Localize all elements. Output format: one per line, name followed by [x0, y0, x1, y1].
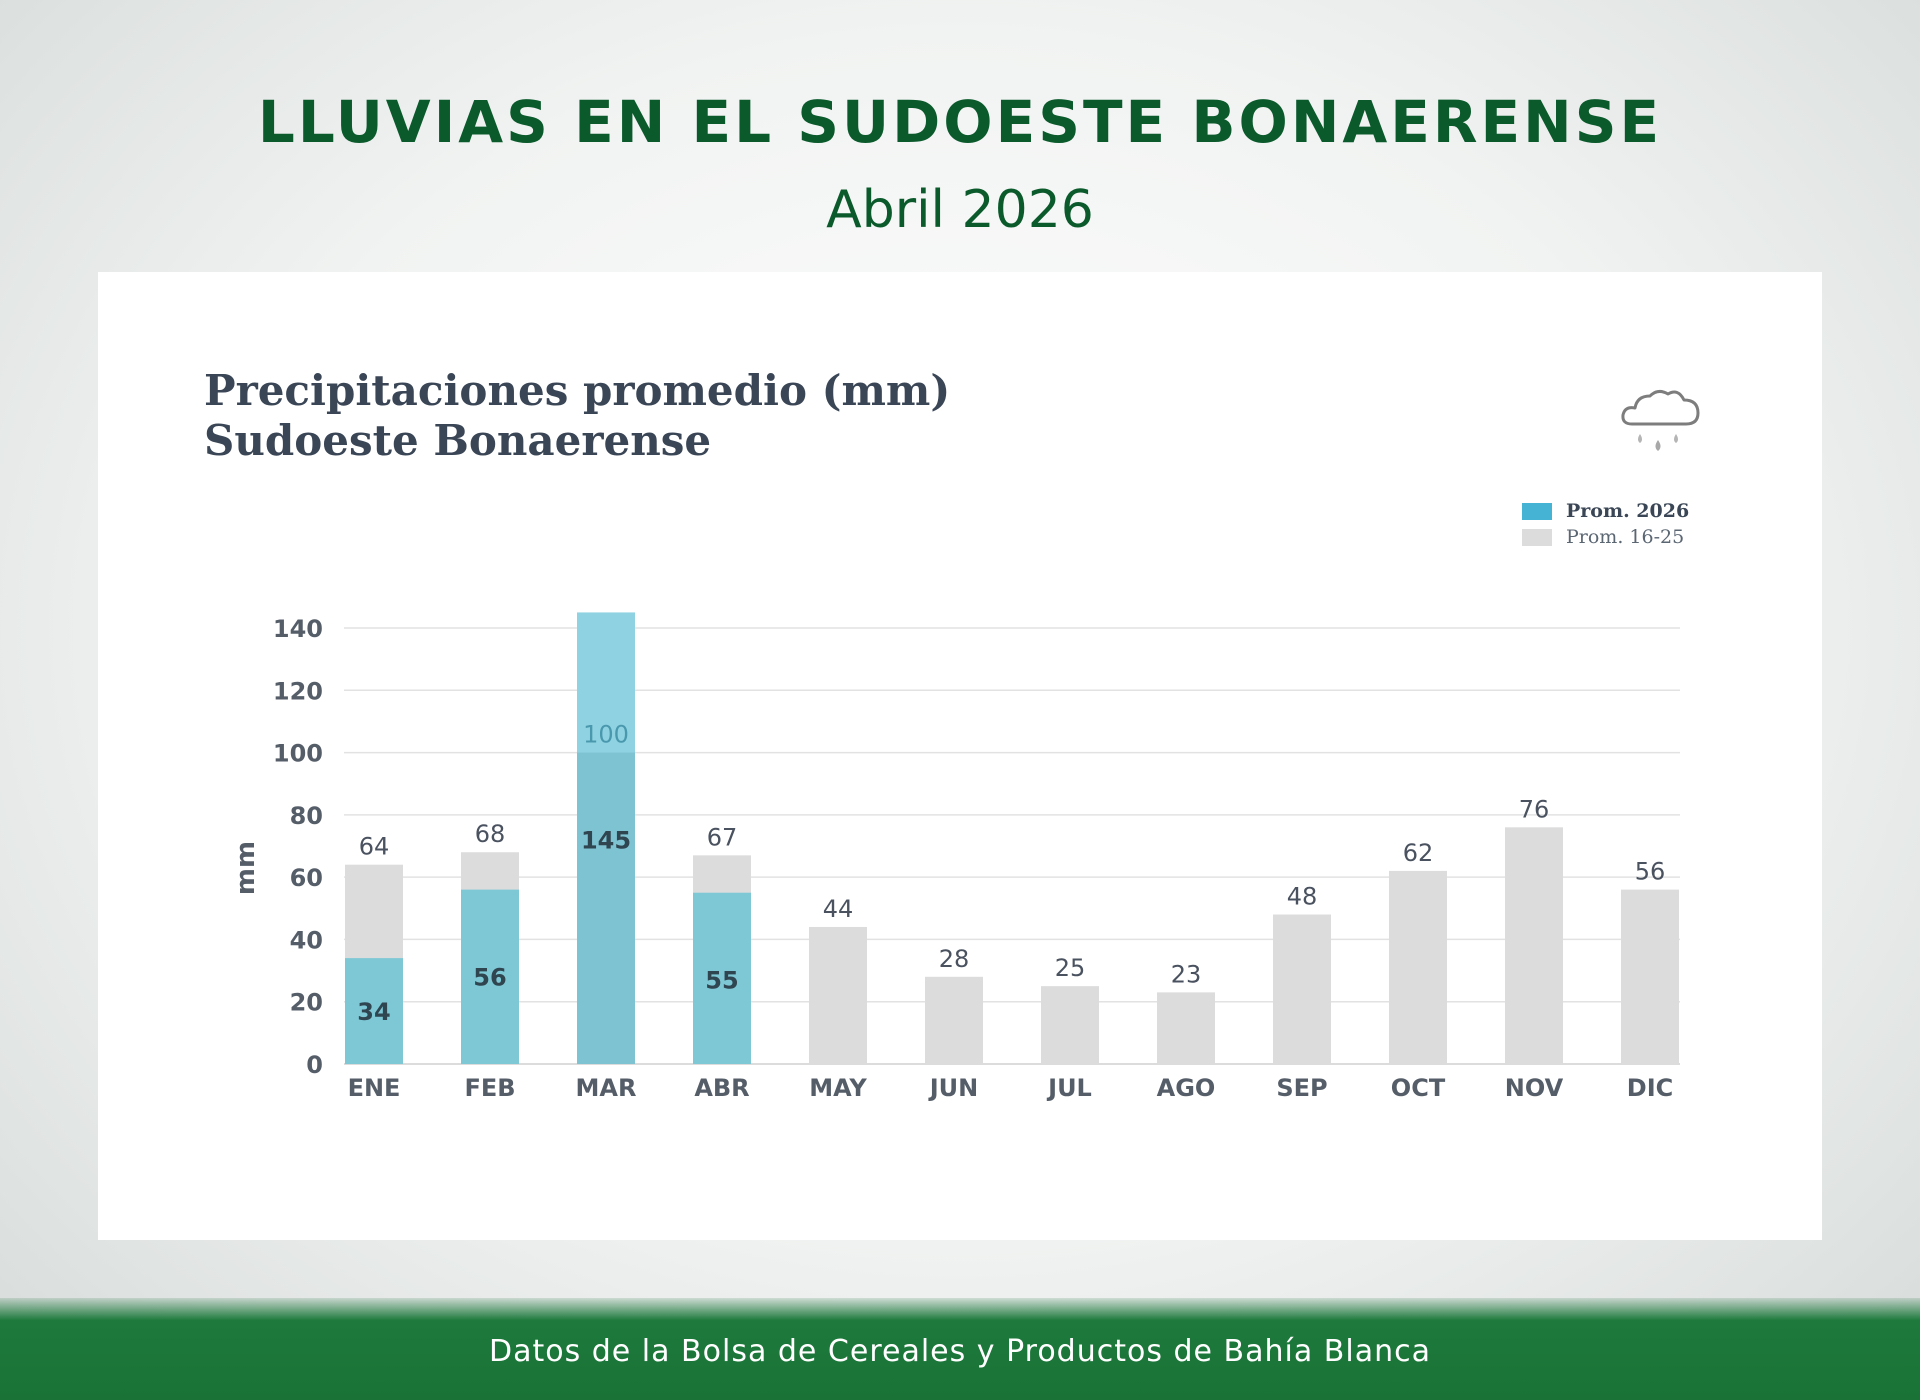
y-axis-label: mm	[231, 841, 261, 895]
x-tick-label: JUN	[928, 1074, 979, 1102]
value-label-prom-16-25: 76	[1519, 795, 1550, 823]
legend-item-2026: Prom. 2026	[1522, 498, 1689, 524]
rain-cloud-icon	[1621, 389, 1700, 451]
bar-prom-16-25	[1389, 870, 1447, 1064]
chart-subtitle: Sudoeste Bonaerense	[204, 416, 712, 465]
value-label-prom-16-25: 56	[1635, 858, 1666, 886]
x-tick-label: OCT	[1391, 1074, 1446, 1102]
value-label-prom-16-25: 100	[583, 721, 629, 749]
x-tick-label: FEB	[464, 1074, 515, 1102]
x-tick-label: ENE	[348, 1074, 401, 1102]
bar-prom-2026	[461, 889, 519, 1064]
y-tick-label: 100	[273, 740, 323, 768]
value-label-prom-2026: 55	[705, 967, 738, 995]
page-subtitle: Abril 2026	[826, 180, 1094, 240]
legend-swatch-avg	[1522, 528, 1552, 546]
bar-prom-16-25	[925, 976, 983, 1064]
y-tick-label: 60	[290, 864, 323, 892]
value-label-prom-2026: 56	[473, 964, 506, 992]
bar-prom-16-25	[1505, 827, 1563, 1064]
bar-prom-2026-overlap	[577, 752, 635, 1064]
legend-label-2026: Prom. 2026	[1566, 500, 1690, 522]
bar-prom-16-25	[1041, 986, 1099, 1064]
bar-prom-2026	[693, 892, 751, 1064]
value-label-prom-16-25: 23	[1171, 960, 1202, 988]
bar-prom-16-25	[1157, 992, 1215, 1064]
footer-bar: Datos de la Bolsa de Cereales y Producto…	[0, 1298, 1920, 1400]
bar-prom-16-25	[1273, 914, 1331, 1064]
value-label-prom-16-25: 67	[707, 823, 738, 851]
value-label-prom-16-25: 25	[1055, 954, 1086, 982]
bar-prom-16-25	[809, 926, 867, 1064]
bar-chart: 0 20 40 60 80 100 120 140 mm 64 34 ENE 68 56 FEB 100 145…	[231, 612, 1680, 1102]
value-label-prom-16-25: 62	[1403, 839, 1434, 867]
value-label-prom-16-25: 64	[359, 833, 390, 861]
chart-card: Precipitaciones promedio (mm) Sudoeste B…	[98, 272, 1822, 1240]
bar-prom-2026	[345, 958, 403, 1064]
x-tick-label: AGO	[1157, 1074, 1216, 1102]
y-tick-label: 120	[273, 677, 323, 705]
chart-title: Precipitaciones promedio (mm)	[204, 366, 951, 415]
x-tick-label: SEP	[1276, 1074, 1327, 1102]
y-tick-label: 40	[290, 926, 323, 954]
x-tick-label: JUL	[1046, 1074, 1092, 1102]
legend-label-avg: Prom. 16-25	[1566, 526, 1685, 548]
value-label-prom-16-25: 28	[939, 945, 970, 973]
y-tick-label: 80	[290, 802, 323, 830]
value-label-prom-16-25: 44	[823, 895, 854, 923]
x-tick-label: ABR	[694, 1074, 749, 1102]
x-tick-label: NOV	[1505, 1074, 1564, 1102]
y-tick-label: 20	[290, 989, 323, 1017]
legend-swatch-2026	[1522, 502, 1552, 520]
value-label-prom-2026: 34	[357, 998, 390, 1026]
value-label-prom-16-25: 68	[475, 820, 506, 848]
value-label-prom-2026: 145	[581, 827, 631, 855]
legend-item-avg: Prom. 16-25	[1522, 524, 1689, 550]
x-tick-label: MAR	[576, 1074, 637, 1102]
x-tick-label: DIC	[1627, 1074, 1673, 1102]
y-tick-label: 0	[306, 1051, 323, 1079]
y-tick-label: 140	[273, 615, 323, 643]
page-title: LLUVIAS EN EL SUDOESTE BONAERENSE	[257, 88, 1663, 156]
chart-heading: Precipitaciones promedio (mm) Sudoeste B…	[204, 366, 950, 466]
chart-legend: Prom. 2026 Prom. 16-25	[1522, 498, 1689, 550]
value-label-prom-16-25: 48	[1287, 883, 1318, 911]
x-tick-label: MAY	[809, 1074, 867, 1102]
footer-source-text: Datos de la Bolsa de Cereales y Producto…	[489, 1334, 1431, 1369]
bar-prom-16-25	[1621, 889, 1679, 1064]
